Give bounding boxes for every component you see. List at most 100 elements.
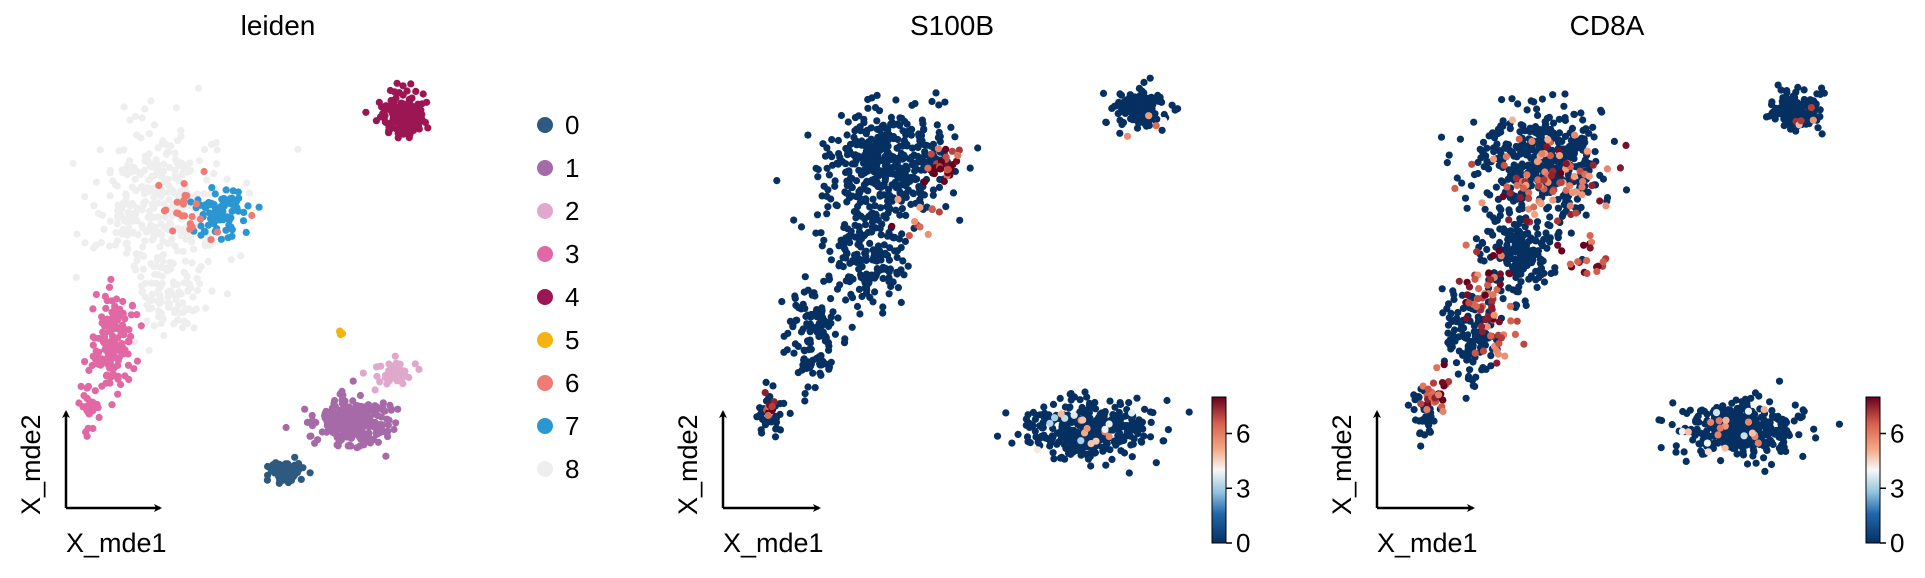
data-point — [771, 433, 780, 441]
data-point — [1530, 203, 1538, 211]
data-point — [974, 144, 982, 152]
data-point — [1031, 427, 1039, 435]
data-point — [1463, 356, 1471, 364]
data-point — [1622, 141, 1630, 149]
data-point — [1483, 189, 1491, 197]
data-point — [294, 145, 302, 153]
data-point — [187, 198, 195, 206]
data-point — [813, 211, 822, 219]
data-point — [808, 323, 817, 331]
data-point — [105, 242, 114, 250]
data-point — [860, 181, 869, 189]
data-point — [825, 150, 834, 158]
data-point — [98, 357, 106, 365]
data-point — [893, 247, 902, 255]
data-point — [119, 309, 127, 317]
data-point — [817, 229, 825, 237]
data-point — [245, 189, 254, 197]
data-point — [1547, 269, 1555, 277]
data-point — [819, 328, 827, 336]
data-point — [896, 190, 904, 198]
data-point — [384, 433, 392, 441]
data-point — [185, 305, 193, 313]
data-point — [1796, 414, 1805, 422]
data-point — [1744, 418, 1753, 426]
data-point — [206, 209, 214, 217]
data-point — [1136, 106, 1144, 114]
data-point — [1462, 241, 1470, 249]
points-layer — [69, 79, 432, 487]
data-point — [1568, 189, 1577, 197]
data-point — [1682, 457, 1690, 465]
data-point — [144, 158, 152, 166]
data-point — [768, 402, 776, 410]
data-point — [1108, 455, 1116, 463]
data-point — [342, 431, 350, 439]
data-point — [851, 127, 859, 135]
data-point — [121, 315, 129, 323]
data-point — [1530, 236, 1538, 244]
data-point — [73, 230, 81, 238]
data-point — [1152, 459, 1160, 467]
data-point — [1523, 147, 1531, 155]
data-point — [819, 140, 827, 148]
data-point — [108, 332, 117, 340]
data-point — [166, 300, 174, 308]
data-point — [102, 304, 110, 312]
data-point — [799, 325, 807, 333]
data-point — [1506, 189, 1514, 197]
data-point — [1807, 104, 1815, 112]
legend-label: 1 — [565, 153, 579, 183]
data-point — [897, 298, 905, 307]
data-point — [1505, 216, 1513, 224]
data-point — [907, 200, 915, 208]
data-point — [114, 357, 122, 365]
data-point — [1022, 421, 1030, 429]
legend-marker — [537, 332, 553, 348]
data-point — [1544, 160, 1552, 168]
colorbar-tick-label: 3 — [1890, 473, 1904, 503]
data-point — [169, 278, 178, 286]
data-point — [1782, 94, 1790, 102]
data-point — [398, 100, 406, 108]
data-point — [912, 165, 920, 173]
data-point — [217, 235, 225, 243]
data-point — [132, 209, 140, 218]
data-point — [193, 274, 201, 283]
data-point — [1584, 161, 1592, 169]
data-point — [825, 275, 834, 283]
data-point — [98, 211, 107, 219]
data-point — [831, 177, 839, 185]
data-point — [1512, 167, 1520, 175]
data-point — [1459, 304, 1467, 312]
data-point — [145, 130, 154, 138]
data-point — [933, 121, 941, 129]
data-point — [188, 213, 196, 221]
data-point — [1574, 258, 1582, 266]
data-point — [1056, 394, 1064, 402]
data-point — [1799, 452, 1807, 460]
data-point — [1521, 127, 1529, 135]
data-point — [816, 369, 824, 377]
data-point — [85, 410, 93, 418]
data-point — [205, 198, 213, 207]
data-point — [828, 136, 836, 144]
data-point — [1800, 407, 1808, 415]
data-point — [297, 475, 305, 483]
data-point — [855, 285, 864, 293]
data-point — [884, 232, 892, 240]
data-point — [137, 250, 145, 259]
data-point — [382, 118, 390, 127]
data-point — [1451, 184, 1459, 192]
data-point — [175, 309, 183, 317]
data-point — [106, 379, 114, 387]
data-point — [852, 214, 860, 222]
data-point — [1419, 416, 1427, 424]
data-point — [419, 90, 427, 98]
data-point — [857, 243, 865, 251]
legend-label: 4 — [565, 282, 579, 312]
data-point — [72, 273, 80, 281]
data-point — [109, 177, 117, 185]
data-point — [164, 148, 172, 156]
data-point — [190, 324, 198, 332]
